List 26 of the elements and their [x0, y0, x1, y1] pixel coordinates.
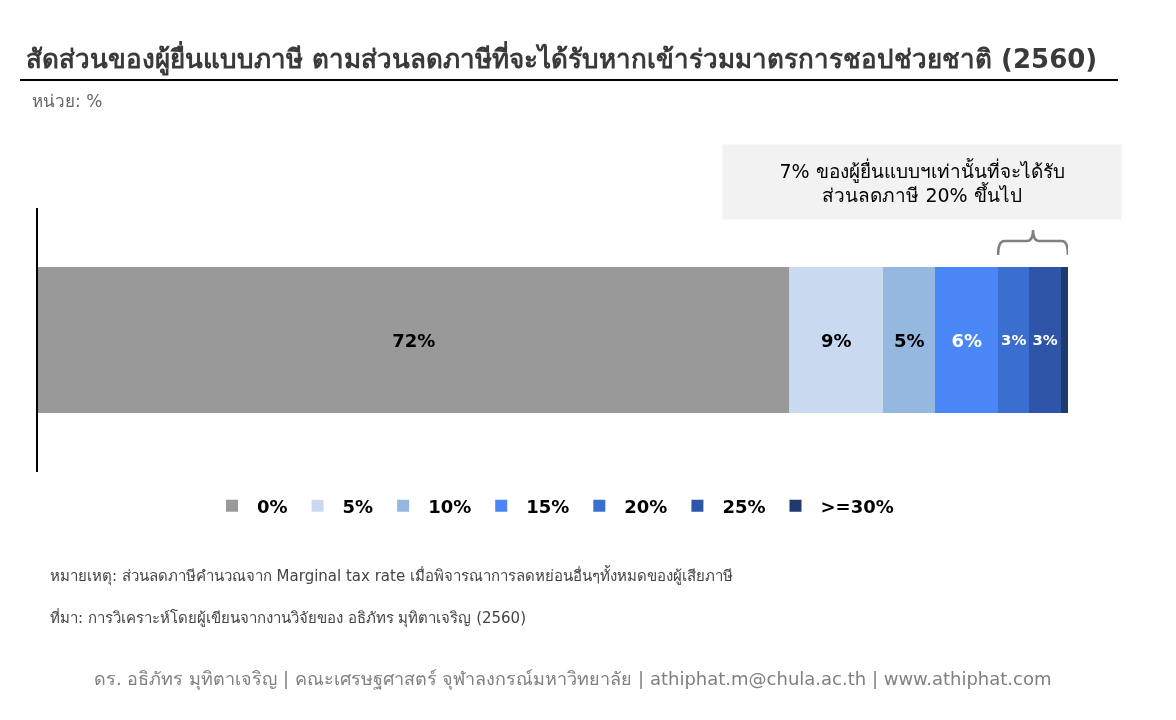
text: 7% ของผู้ยื่นแบบฯเท่านั้นที่จะได้รับ ส่วนลดภาษี 20% ขึ้นไป: [779, 157, 1065, 207]
legend-label: 25%: [722, 495, 766, 517]
chart-title: สัดส่วนของผู้ยื่นแบบภาษี ตามส่วนลดภาษีที่จะได้รับหากเข้าร่วมมาตรการชอปช่วยชาติ (2560): [26, 40, 1098, 76]
bar: [1060, 267, 1068, 413]
text: ที่มา: การวิเคราะห์โดยผู้เขียนจากงานวิจัยของ อธิภัทร มุทิตาเจริญ (2560): [50, 607, 527, 628]
text: ดร. อธิภัทร มุทิตาเจริญ | คณะเศรษฐศาสตร์ จุฬาลงกรณ์มหาวิทยาลัย | athiphat.m@chula.ac.th | www.athiphat.com: [94, 668, 1052, 690]
data-label: 9%: [821, 329, 852, 351]
bar: [789, 267, 884, 413]
legend-label: 20%: [624, 495, 668, 517]
bar: [998, 267, 1030, 413]
data-label: 72%: [392, 329, 436, 351]
text: หมายเหตุ: ส่วนลดภาษีคำนวณจาก Marginal tax rate เมื่อพิจารณาการลดหย่อนอื่นๆทั้งหมดของผู้เสียภาษี: [50, 565, 733, 586]
data-label: 3%: [1032, 331, 1058, 350]
data-label: 3%: [1001, 331, 1027, 350]
chart-subtitle: หน่วย: %: [32, 91, 103, 111]
bar: [935, 267, 999, 413]
legend-label: >=30%: [820, 495, 894, 517]
legend-label: 5%: [342, 495, 374, 517]
data-label: 5%: [894, 329, 925, 351]
data-label: 6%: [951, 329, 983, 351]
legend-label: 10%: [428, 495, 472, 517]
bar: [38, 267, 790, 413]
bar: [1029, 267, 1061, 413]
legend-label: 0%: [257, 495, 288, 517]
legend-label: 15%: [526, 495, 570, 517]
bar: [883, 267, 936, 413]
